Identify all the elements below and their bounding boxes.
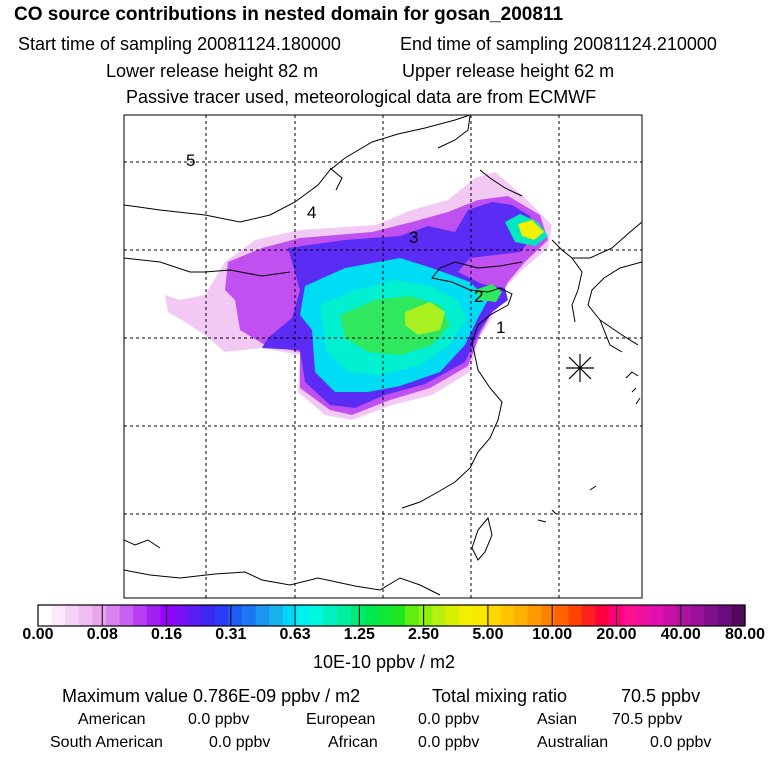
- colorbar-cell: [228, 605, 243, 626]
- colorbar-unit-label: 10E-10 ppbv / m2: [312, 652, 456, 672]
- colorbar-tick-label: 10.00: [532, 626, 573, 643]
- colorbar-cell: [269, 605, 284, 626]
- colorbar-cell: [133, 605, 148, 626]
- source-name: South American: [50, 734, 163, 751]
- source-value: 0.0 ppbv: [209, 734, 271, 751]
- region-label-3: 3: [409, 228, 418, 247]
- region-label-2: 2: [474, 287, 483, 306]
- colorbar-cell: [690, 605, 705, 626]
- total-mixing-ratio-value: 70.5 ppbv: [621, 686, 701, 706]
- colorbar-tick-label: 80.00: [724, 626, 766, 643]
- colorbar-cell: [38, 605, 53, 626]
- colorbar-tick-label: 5.00: [472, 626, 504, 643]
- colorbar-tick-label: 0.16: [150, 626, 183, 643]
- colorbar-tick-label: 0.63: [279, 626, 311, 643]
- colorbar-cell: [581, 605, 597, 626]
- colorbar-cell: [500, 605, 515, 626]
- colorbar-cell: [65, 605, 80, 626]
- source-value: 0.0 ppbv: [188, 711, 250, 728]
- colorbar-tick-label: 2.50: [408, 626, 440, 643]
- colorbar-cell: [105, 605, 121, 626]
- colorbar-cell: [255, 605, 270, 626]
- colorbar-cell: [731, 605, 746, 626]
- colorbar-cell: [173, 605, 189, 626]
- colorbar-cell: [187, 605, 202, 626]
- colorbar-cell: [717, 605, 733, 626]
- colorbar-cell: [527, 605, 542, 626]
- colorbar-frame: [37, 604, 746, 627]
- colorbar-tick-label: 0.31: [215, 626, 247, 643]
- source-name: American: [78, 711, 146, 728]
- colorbar-cell: [418, 605, 433, 626]
- maximum-value-label: Maximum value 0.786E-09 ppbv / m2: [62, 686, 361, 706]
- region-label-4: 4: [307, 203, 316, 222]
- source-value: 0.0 ppbv: [418, 734, 480, 751]
- colorbar-cell: [377, 605, 393, 626]
- colorbar-cell: [649, 605, 665, 626]
- colorbar-cell: [445, 605, 461, 626]
- colorbar-cell: [309, 605, 325, 626]
- colorbar-cell: [636, 605, 651, 626]
- colorbar-cell: [92, 605, 107, 626]
- map-frame: [123, 114, 643, 599]
- colorbar-cell: [405, 605, 420, 626]
- plot-title: CO source contributions in nested domain…: [14, 4, 564, 25]
- source-name: European: [306, 711, 376, 728]
- source-name: African: [328, 734, 378, 751]
- colorbar-cell: [568, 605, 583, 626]
- colorbar-cell: [364, 605, 379, 626]
- colorbar-cell: [486, 605, 501, 626]
- colorbar-cell: [282, 605, 297, 626]
- colorbar-cell: [296, 605, 311, 626]
- tracer-note: Passive tracer used, meteorological data…: [126, 87, 597, 107]
- colorbar-cell: [432, 605, 447, 626]
- start-time-label: Start time of sampling 20081124.180000: [18, 34, 341, 54]
- colorbar-cell: [201, 605, 216, 626]
- colorbar-cell: [677, 605, 692, 626]
- colorbar-cell: [663, 605, 678, 626]
- colorbar-cell: [337, 605, 352, 626]
- lower-release-height-label: Lower release height 82 m: [106, 61, 319, 81]
- colorbar-cell: [323, 605, 338, 626]
- colorbar-cell: [350, 605, 365, 626]
- source-value: 70.5 ppbv: [612, 711, 683, 728]
- colorbar-tick-label: 40.00: [660, 626, 701, 643]
- region-label-1: 1: [496, 318, 505, 337]
- source-name: Asian: [537, 711, 578, 728]
- total-mixing-ratio-label: Total mixing ratio: [432, 686, 568, 706]
- colorbar-tick-label: 0.00: [22, 626, 54, 643]
- upper-release-height-label: Upper release height 62 m: [402, 61, 615, 81]
- colorbar-cell: [473, 605, 488, 626]
- receptor-asterisk-icon: [566, 354, 594, 382]
- lat-lon-grid: [124, 115, 642, 598]
- colorbar-tick-label: 1.25: [343, 626, 375, 643]
- colorbar-cell: [513, 605, 529, 626]
- colorbar-cell: [241, 605, 257, 626]
- region-label-5: 5: [186, 151, 195, 170]
- colorbar-cell: [78, 605, 93, 626]
- colorbar-tick-label: 20.00: [596, 626, 637, 643]
- source-value: 0.0 ppbv: [418, 711, 480, 728]
- colorbar-cell: [459, 605, 474, 626]
- colorbar-cell: [146, 605, 161, 626]
- concentration-plume: [165, 172, 552, 420]
- colorbar-cell: [622, 605, 637, 626]
- colorbar-cell: [554, 605, 569, 626]
- colorbar-cell: [704, 605, 719, 626]
- colorbar-cell: [214, 605, 229, 626]
- source-value: 0.0 ppbv: [650, 734, 712, 751]
- colorbar-tick-label: 0.08: [86, 626, 118, 643]
- source-name: Australian: [537, 734, 609, 751]
- colorbar-cell: [160, 605, 175, 626]
- colorbar-cell: [391, 605, 406, 626]
- colorbar-cell: [595, 605, 610, 626]
- colorbar-cell: [541, 605, 556, 626]
- colorbar-cell: [119, 605, 134, 626]
- colorbar-cell: [51, 605, 66, 626]
- end-time-label: End time of sampling 20081124.210000: [400, 34, 717, 54]
